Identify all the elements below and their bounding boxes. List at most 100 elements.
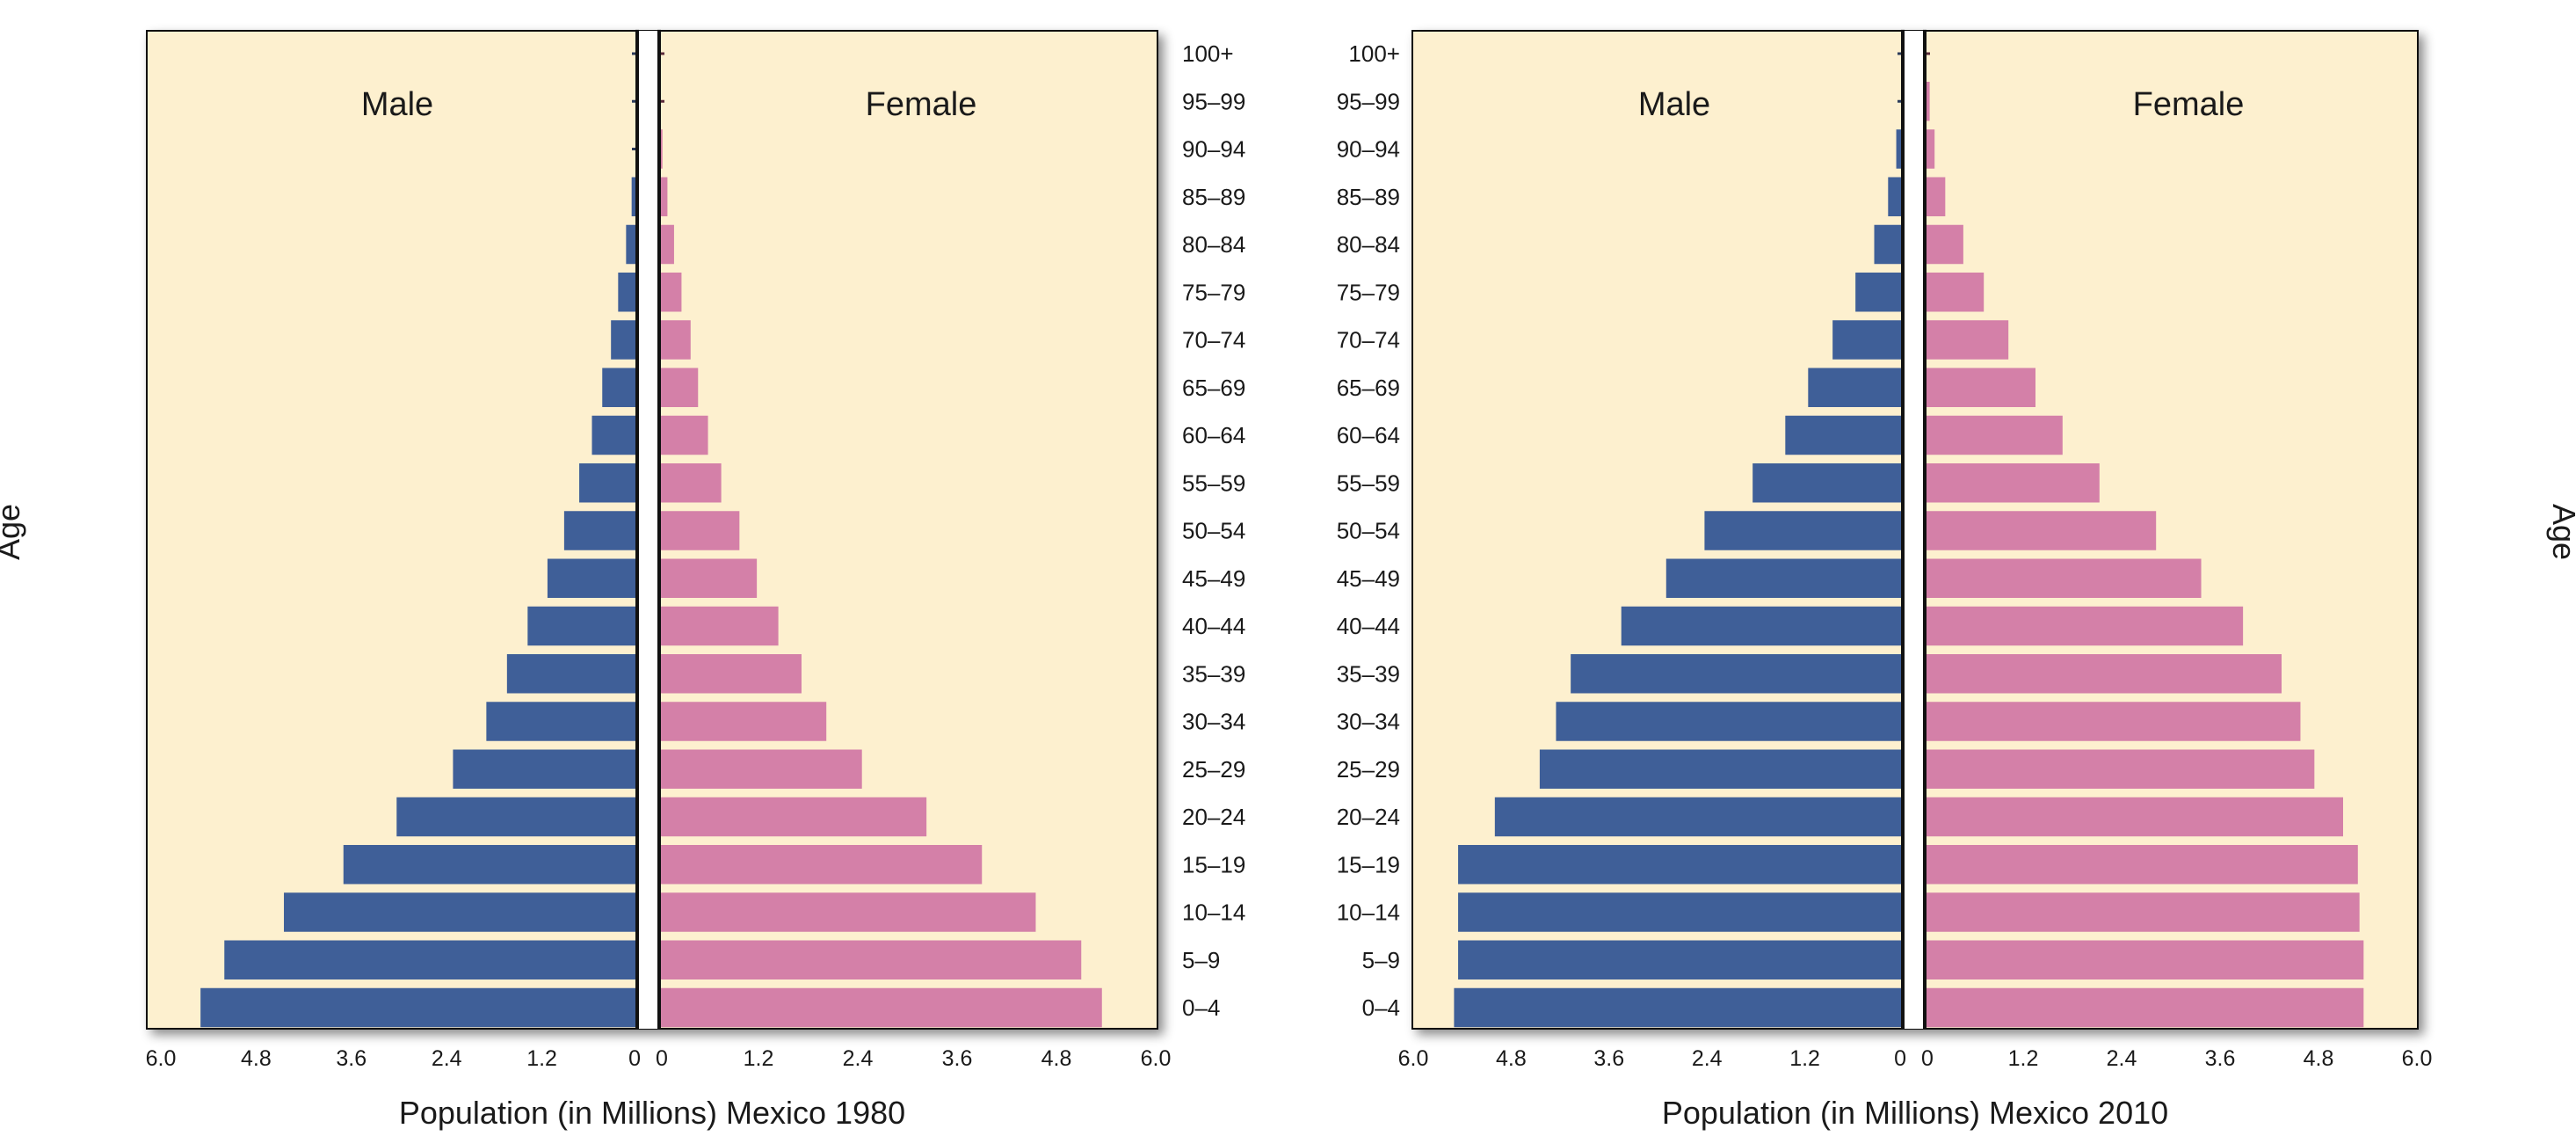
male-bar-30–34 <box>486 702 637 741</box>
female-bar-85–89 <box>659 177 668 216</box>
age-label-60–64: 60–64 <box>1182 422 1245 448</box>
male-bar-40–44 <box>527 606 637 646</box>
male-bar-15–19 <box>1458 845 1903 885</box>
female-series-label: Female <box>2133 86 2245 123</box>
age-label-10–14: 10–14 <box>1337 899 1400 926</box>
age-label-100+: 100+ <box>1182 40 1234 67</box>
male-bar-80–84 <box>626 224 637 265</box>
male-bar-50–54 <box>1704 511 1903 550</box>
female-bar-30–34 <box>1925 702 2301 741</box>
male-bar-90–94 <box>1896 129 1903 169</box>
female-bar-65–69 <box>659 368 699 407</box>
center-divider <box>637 31 659 1029</box>
female-series-label: Female <box>866 86 977 123</box>
age-label-20–24: 20–24 <box>1337 804 1400 830</box>
male-bar-25–29 <box>1539 749 1903 789</box>
x-tick-label: 0 <box>656 1046 668 1071</box>
female-bar-50–54 <box>659 511 740 550</box>
age-label-95–99: 95–99 <box>1182 88 1245 114</box>
age-label-65–69: 65–69 <box>1337 375 1400 401</box>
female-bar-10–14 <box>659 892 1036 932</box>
x-tick-label: 6.0 <box>1398 1046 1429 1071</box>
age-label-75–79: 75–79 <box>1182 279 1245 305</box>
male-bar-80–84 <box>1874 224 1903 265</box>
x-tick-label: 3.6 <box>336 1046 366 1071</box>
x-axis-title: Population (in Millions) Mexico 1980 <box>399 1095 905 1131</box>
y-axis-title: Age <box>0 504 26 560</box>
male-bar-5–9 <box>1458 940 1903 979</box>
female-bar-25–29 <box>1925 749 2315 789</box>
male-bar-60–64 <box>1785 415 1903 455</box>
age-label-80–84: 80–84 <box>1337 231 1400 258</box>
male-bar-70–74 <box>1832 320 1903 360</box>
x-tick-label: 3.6 <box>2205 1046 2236 1071</box>
age-label-50–54: 50–54 <box>1182 518 1245 544</box>
male-bar-20–24 <box>396 797 637 837</box>
female-bar-60–64 <box>659 415 708 455</box>
male-bar-55–59 <box>1752 463 1903 503</box>
male-bar-40–44 <box>1621 606 1903 646</box>
male-bar-65–69 <box>602 368 637 407</box>
male-bar-75–79 <box>618 273 637 312</box>
x-tick-label: 2.4 <box>1692 1046 1723 1071</box>
x-tick-label: 1.2 <box>2008 1046 2039 1071</box>
female-bar-45–49 <box>659 558 758 598</box>
age-label-35–39: 35–39 <box>1182 660 1245 687</box>
age-label-10–14: 10–14 <box>1182 899 1245 926</box>
male-bar-35–39 <box>506 654 637 694</box>
male-bar-75–79 <box>1855 273 1903 312</box>
age-label-5–9: 5–9 <box>1182 947 1220 973</box>
x-tick-label: 2.4 <box>432 1046 462 1071</box>
female-bar-35–39 <box>659 654 802 694</box>
male-bar-10–14 <box>1458 892 1903 932</box>
male-bar-45–49 <box>1665 558 1903 598</box>
age-label-95–99: 95–99 <box>1337 88 1400 114</box>
female-bar-35–39 <box>1925 654 2282 694</box>
age-label-55–59: 55–59 <box>1182 470 1245 496</box>
x-tick-label: 6.0 <box>2402 1046 2433 1071</box>
female-bar-50–54 <box>1925 511 2157 550</box>
x-tick-label: 6.0 <box>1141 1046 1172 1071</box>
age-label-65–69: 65–69 <box>1182 375 1245 401</box>
age-label-75–79: 75–79 <box>1337 279 1400 305</box>
age-label-0–4: 0–4 <box>1362 994 1400 1021</box>
male-bar-15–19 <box>343 845 637 885</box>
x-tick-label: 4.8 <box>1041 1046 1072 1071</box>
male-bar-55–59 <box>579 463 637 503</box>
center-divider <box>1903 31 1925 1029</box>
female-bar-30–34 <box>659 702 827 741</box>
age-label-55–59: 55–59 <box>1337 470 1400 496</box>
female-bar-55–59 <box>1925 463 2100 503</box>
female-bar-10–14 <box>1925 892 2360 932</box>
male-bar-25–29 <box>453 749 637 789</box>
female-bar-45–49 <box>1925 558 2202 598</box>
age-label-85–89: 85–89 <box>1337 184 1400 210</box>
x-tick-label: 3.6 <box>1593 1046 1624 1071</box>
age-label-20–24: 20–24 <box>1182 804 1245 830</box>
male-bar-35–39 <box>1571 654 1903 694</box>
age-label-25–29: 25–29 <box>1337 756 1400 783</box>
age-label-70–74: 70–74 <box>1182 327 1245 353</box>
x-tick-label: 4.8 <box>1496 1046 1527 1071</box>
male-bar-0–4 <box>200 987 637 1028</box>
male-bar-70–74 <box>611 320 637 360</box>
age-label-40–44: 40–44 <box>1182 613 1245 639</box>
x-tick-label: 1.2 <box>1789 1046 1820 1071</box>
x-tick-label: 1.2 <box>744 1046 774 1071</box>
x-tick-label: 3.6 <box>942 1046 973 1071</box>
age-label-0–4: 0–4 <box>1182 994 1220 1021</box>
female-bar-20–24 <box>659 797 927 837</box>
male-bar-60–64 <box>591 415 637 455</box>
chart-mexico-1980: Male Female 0–4 5–9 10–14 15–19 20–24 25–29 30–3… <box>0 29 1245 1131</box>
male-series-label: Male <box>1638 86 1710 123</box>
x-tick-label: 2.4 <box>2107 1046 2137 1071</box>
male-bar-5–9 <box>224 940 637 979</box>
age-label-25–29: 25–29 <box>1182 756 1245 783</box>
female-bar-5–9 <box>1925 940 2364 979</box>
age-label-30–34: 30–34 <box>1337 709 1400 735</box>
age-label-30–34: 30–34 <box>1182 709 1245 735</box>
female-bar-55–59 <box>659 463 722 503</box>
male-bar-30–34 <box>1556 702 1903 741</box>
age-label-80–84: 80–84 <box>1182 231 1245 258</box>
